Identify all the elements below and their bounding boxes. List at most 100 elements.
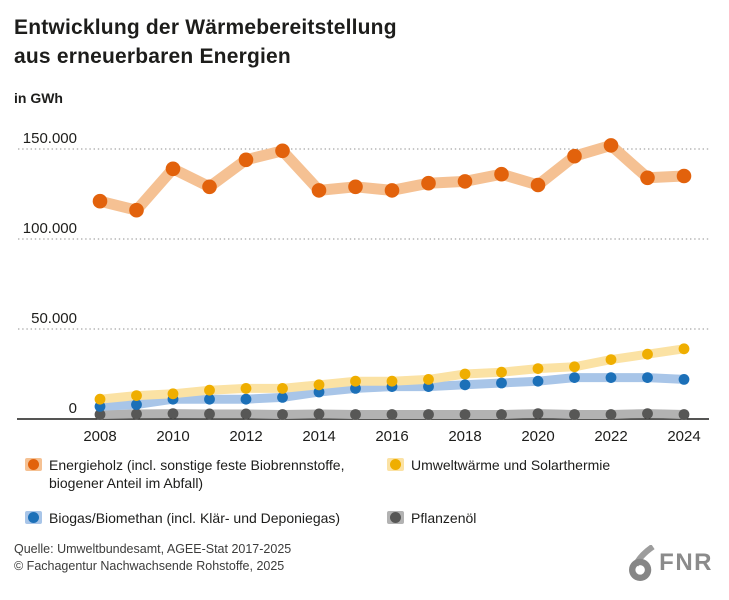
marker-pflanzenoel-2010 bbox=[167, 408, 179, 419]
source-line: Quelle: Umweltbundesamt, AGEE-Stat 2017-… bbox=[14, 542, 292, 556]
chart-title-line1: Entwicklung der Wärmebereitstellung bbox=[14, 16, 397, 39]
marker-pflanzenoel-2012 bbox=[240, 408, 252, 420]
marker-energieholz-2023 bbox=[640, 170, 655, 186]
marker-energieholz-2012 bbox=[238, 152, 254, 168]
marker-umweltwaerme-solarthermie-2014 bbox=[313, 379, 325, 391]
marker-umweltwaerme-solarthermie-2016 bbox=[386, 375, 398, 387]
marker-umweltwaerme-solarthermie-2009 bbox=[131, 390, 142, 401]
biogas-swatch-icon bbox=[25, 511, 42, 524]
line-chart: 150.000 100.000 50.000 0 2008 2010 2012 2014 201… bbox=[17, 130, 709, 445]
marker-umweltwaerme-solarthermie-2018 bbox=[459, 368, 471, 380]
series-markers-biogas-biomethan bbox=[94, 372, 690, 412]
marker-umweltwaerme-solarthermie-2015 bbox=[350, 375, 361, 387]
marker-biogas-biomethan-2013 bbox=[277, 392, 288, 403]
y-tick-label-100000: 100.000 bbox=[23, 220, 77, 237]
legend-item-pflanzenoel: Pflanzenöl bbox=[387, 509, 720, 527]
fnr-logo-text: FNR bbox=[659, 549, 713, 576]
energieholz-swatch-icon bbox=[25, 458, 42, 471]
energieholz-dot-icon bbox=[28, 459, 39, 470]
series-markers-umweltwaerme-solarthermie bbox=[94, 343, 690, 405]
marker-pflanzenoel-2021 bbox=[569, 409, 580, 420]
marker-energieholz-2015 bbox=[348, 179, 363, 195]
marker-pflanzenoel-2024 bbox=[678, 409, 690, 420]
x-tick-label-2022: 2022 bbox=[594, 428, 627, 445]
marker-pflanzenoel-2014 bbox=[313, 408, 325, 420]
biogas-dot-icon bbox=[28, 512, 39, 523]
series-markers-pflanzenoel bbox=[94, 408, 690, 420]
marker-pflanzenoel-2018 bbox=[459, 409, 471, 420]
y-tick-label-50000: 50.000 bbox=[31, 310, 77, 327]
x-tick-label-2020: 2020 bbox=[521, 428, 554, 445]
series-markers-energieholz bbox=[92, 138, 692, 218]
marker-energieholz-2010 bbox=[165, 161, 181, 177]
marker-umweltwaerme-solarthermie-2019 bbox=[496, 366, 507, 378]
unit-label: in GWh bbox=[14, 90, 63, 106]
marker-pflanzenoel-2017 bbox=[423, 409, 434, 420]
marker-energieholz-2011 bbox=[202, 179, 217, 195]
marker-biogas-biomethan-2009 bbox=[131, 399, 142, 410]
pflanzenoel-dot-icon bbox=[390, 512, 401, 523]
copyright-line: © Fachagentur Nachwachsende Rohstoffe, 2… bbox=[14, 559, 285, 573]
marker-pflanzenoel-2015 bbox=[350, 409, 361, 420]
y-tick-label-0: 0 bbox=[69, 400, 77, 417]
x-tick-label-2014: 2014 bbox=[302, 428, 335, 445]
marker-energieholz-2016 bbox=[384, 183, 400, 198]
x-tick-label-2010: 2010 bbox=[156, 428, 189, 445]
umweltwaerme-dot-icon bbox=[390, 459, 401, 470]
x-tick-label-2012: 2012 bbox=[229, 428, 262, 445]
legend-label-pflanzenoel: Pflanzenöl bbox=[411, 510, 477, 526]
marker-umweltwaerme-solarthermie-2022 bbox=[605, 354, 617, 365]
marker-umweltwaerme-solarthermie-2013 bbox=[277, 383, 288, 394]
chart-title-line2: aus erneuerbaren Energien bbox=[14, 45, 291, 68]
fnr-logo: FNR bbox=[626, 545, 713, 581]
marker-pflanzenoel-2022 bbox=[605, 409, 617, 420]
marker-pflanzenoel-2016 bbox=[386, 409, 398, 420]
marker-biogas-biomethan-2020 bbox=[532, 375, 544, 387]
marker-energieholz-2020 bbox=[530, 177, 546, 193]
marker-umweltwaerme-solarthermie-2020 bbox=[532, 363, 544, 374]
pflanzenoel-swatch-icon bbox=[387, 511, 404, 524]
marker-umweltwaerme-solarthermie-2008 bbox=[94, 393, 106, 405]
marker-energieholz-2024 bbox=[676, 168, 692, 184]
marker-umweltwaerme-solarthermie-2011 bbox=[204, 384, 215, 396]
marker-pflanzenoel-2011 bbox=[204, 408, 215, 420]
marker-energieholz-2014 bbox=[311, 183, 327, 198]
marker-pflanzenoel-2020 bbox=[532, 408, 544, 419]
marker-biogas-biomethan-2023 bbox=[642, 372, 653, 383]
marker-biogas-biomethan-2021 bbox=[569, 372, 580, 383]
legend-item-energieholz: Energieholz (incl. sonstige feste Biobre… bbox=[25, 456, 383, 492]
source-note: Quelle: Umweltbundesamt, AGEE-Stat 2017-… bbox=[14, 541, 291, 575]
marker-umweltwaerme-solarthermie-2012 bbox=[240, 383, 252, 394]
legend-label-energieholz: Energieholz (incl. sonstige feste Biobre… bbox=[49, 457, 345, 491]
marker-energieholz-2008 bbox=[92, 193, 108, 209]
fnr-swoosh-icon bbox=[629, 545, 655, 581]
marker-energieholz-2019 bbox=[494, 166, 509, 182]
umweltwaerme-swatch-icon bbox=[387, 458, 404, 471]
marker-biogas-biomethan-2019 bbox=[496, 377, 507, 389]
y-tick-label-150000: 150.000 bbox=[23, 130, 77, 147]
legend-label-biogas: Biogas/Biomethan (incl. Klär- und Deponi… bbox=[49, 510, 341, 526]
marker-umweltwaerme-solarthermie-2023 bbox=[642, 348, 653, 360]
marker-energieholz-2018 bbox=[457, 174, 473, 189]
marker-biogas-biomethan-2024 bbox=[678, 374, 690, 385]
marker-energieholz-2017 bbox=[421, 175, 436, 191]
marker-biogas-biomethan-2012 bbox=[240, 393, 252, 405]
marker-pflanzenoel-2023 bbox=[642, 408, 653, 419]
chart-title: Entwicklung der Wärmebereitstellung aus … bbox=[14, 13, 397, 71]
x-tick-label-2016: 2016 bbox=[375, 428, 408, 445]
marker-biogas-biomethan-2022 bbox=[605, 372, 617, 383]
marker-umweltwaerme-solarthermie-2010 bbox=[167, 388, 179, 400]
x-tick-label-2018: 2018 bbox=[448, 428, 481, 445]
marker-biogas-biomethan-2011 bbox=[204, 393, 215, 405]
marker-umweltwaerme-solarthermie-2024 bbox=[678, 343, 690, 355]
legend-item-umweltwaerme: Umweltwärme und Solarthermie bbox=[387, 456, 720, 492]
marker-pflanzenoel-2019 bbox=[496, 409, 507, 420]
series-band-energieholz bbox=[94, 139, 690, 216]
legend: Energieholz (incl. sonstige feste Biobre… bbox=[25, 456, 720, 527]
marker-energieholz-2022 bbox=[603, 138, 619, 153]
marker-pflanzenoel-2009 bbox=[131, 408, 142, 420]
marker-pflanzenoel-2013 bbox=[277, 409, 288, 420]
legend-label-umweltwaerme: Umweltwärme und Solarthermie bbox=[411, 457, 611, 473]
marker-umweltwaerme-solarthermie-2021 bbox=[569, 361, 580, 373]
